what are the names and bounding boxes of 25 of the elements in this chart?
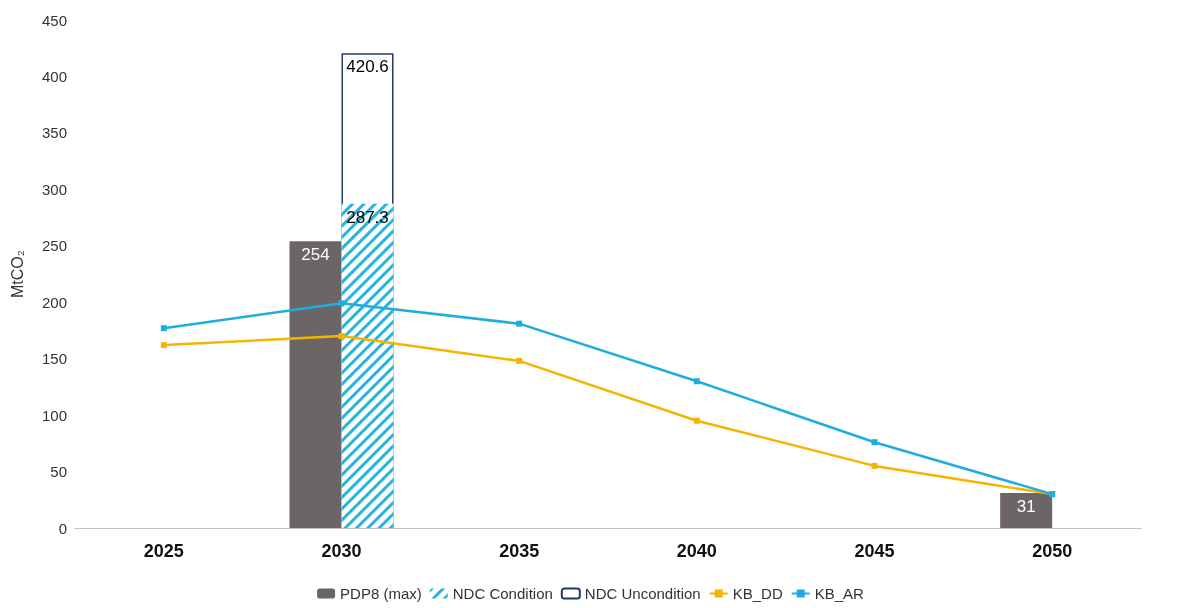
x-tick-label: 2045 bbox=[854, 541, 895, 561]
y-tick-label: 450 bbox=[41, 11, 67, 29]
legend-label: NDC Uncondition bbox=[584, 585, 701, 602]
legend-label: KB_DD bbox=[732, 585, 783, 602]
y-tick-label: 250 bbox=[41, 237, 67, 255]
x-tick-label: 2050 bbox=[1032, 541, 1073, 561]
x-tick-label: 2040 bbox=[676, 541, 717, 561]
legend-label: NDC Condition bbox=[452, 585, 553, 602]
y-tick-label: 350 bbox=[41, 124, 67, 142]
legend-label: PDP8 (max) bbox=[340, 585, 422, 602]
legend-label: KB_AR bbox=[814, 585, 865, 602]
y-tick-label: 150 bbox=[41, 350, 67, 368]
y-tick-label: 200 bbox=[41, 293, 67, 311]
y-tick-label: 50 bbox=[50, 463, 67, 481]
y-axis-title: MtCO₂ bbox=[8, 250, 26, 298]
y-tick-label: 0 bbox=[58, 519, 67, 537]
y-tick-label: 400 bbox=[41, 67, 67, 85]
data-label: 254 bbox=[301, 245, 330, 265]
y-tick-label: 100 bbox=[41, 406, 67, 424]
x-tick-label: 2025 bbox=[143, 541, 184, 561]
data-label: 420.6 bbox=[346, 57, 389, 77]
y-tick-label: 300 bbox=[41, 180, 67, 198]
x-tick-label: 2030 bbox=[321, 541, 362, 561]
x-tick-label: 2035 bbox=[499, 541, 540, 561]
data-label: 31 bbox=[1016, 497, 1036, 516]
